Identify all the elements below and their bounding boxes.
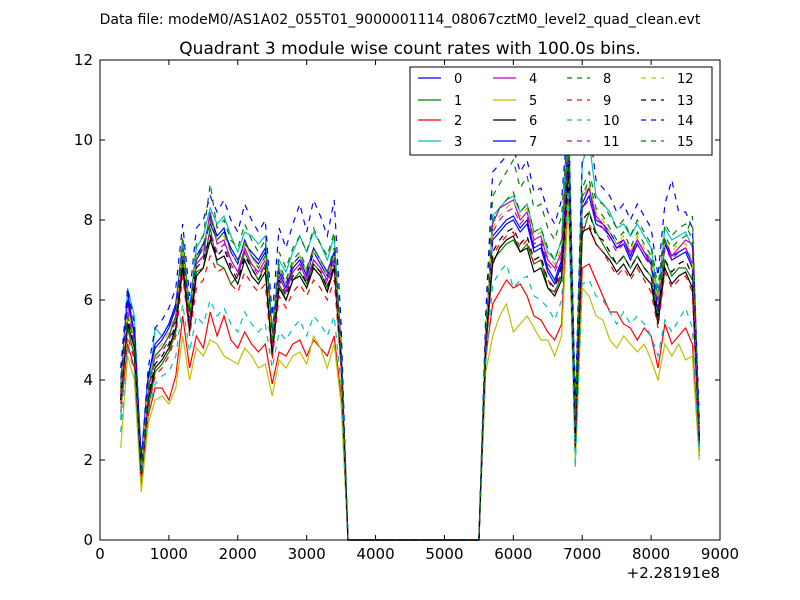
x-tick-label-3000: 3000 bbox=[288, 545, 326, 563]
legend-box bbox=[409, 66, 713, 156]
series-line-10 bbox=[120, 183, 700, 541]
legend-label-4: 4 bbox=[529, 72, 537, 87]
x-tick-label-2000: 2000 bbox=[219, 545, 257, 563]
chart-title: Quadrant 3 module wise count rates with … bbox=[179, 39, 640, 59]
series-line-3 bbox=[120, 103, 700, 541]
x-offset-label: +2.28191e8 bbox=[627, 564, 720, 582]
y-tick-label-12: 12 bbox=[74, 51, 93, 69]
series-line-5 bbox=[120, 203, 700, 541]
y-tick-label-2: 2 bbox=[83, 451, 93, 469]
series-line-14 bbox=[120, 111, 700, 541]
legend-label-1: 1 bbox=[454, 94, 462, 109]
legend-label-3: 3 bbox=[454, 135, 462, 150]
legend-label-7: 7 bbox=[529, 135, 537, 150]
series-line-0 bbox=[120, 131, 700, 541]
legend-label-15: 15 bbox=[677, 135, 694, 150]
x-tick-label-5000: 5000 bbox=[425, 545, 463, 563]
legend-label-10: 10 bbox=[603, 114, 620, 129]
data-file-header: Data file: modeM0/AS1A02_055T01_90000011… bbox=[100, 12, 701, 28]
legend-label-8: 8 bbox=[603, 72, 611, 87]
series-line-8 bbox=[120, 123, 700, 541]
legend-label-12: 12 bbox=[677, 72, 694, 87]
legend-label-9: 9 bbox=[603, 94, 611, 109]
legend-label-6: 6 bbox=[529, 114, 537, 129]
x-tick-label-0: 0 bbox=[95, 545, 105, 563]
y-tick-label-8: 8 bbox=[83, 211, 93, 229]
legend-label-5: 5 bbox=[529, 94, 537, 109]
y-tick-label-4: 4 bbox=[83, 371, 93, 389]
legend-label-14: 14 bbox=[677, 114, 694, 129]
x-tick-label-8000: 8000 bbox=[632, 545, 670, 563]
axis-ticks-group: 0 1000 2000 3000 4000 5000 6000 7000 8000 9000 0 2 4… bbox=[74, 51, 739, 563]
x-tick-label-1000: 1000 bbox=[150, 545, 188, 563]
x-tick-label-9000: 9000 bbox=[701, 545, 739, 563]
legend-label-2: 2 bbox=[454, 114, 462, 129]
series-line-2 bbox=[120, 179, 700, 541]
x-tick-label-4000: 4000 bbox=[356, 545, 394, 563]
legend-label-11: 11 bbox=[603, 135, 620, 150]
legend-label-0: 0 bbox=[454, 72, 462, 87]
y-tick-label-10: 10 bbox=[74, 131, 93, 149]
plot-series-group bbox=[120, 103, 700, 541]
y-tick-label-0: 0 bbox=[83, 531, 93, 549]
legend-label-13: 13 bbox=[677, 94, 694, 109]
x-tick-label-6000: 6000 bbox=[494, 545, 532, 563]
series-line-15 bbox=[120, 139, 700, 541]
y-tick-label-6: 6 bbox=[83, 291, 93, 309]
x-tick-label-7000: 7000 bbox=[563, 545, 601, 563]
